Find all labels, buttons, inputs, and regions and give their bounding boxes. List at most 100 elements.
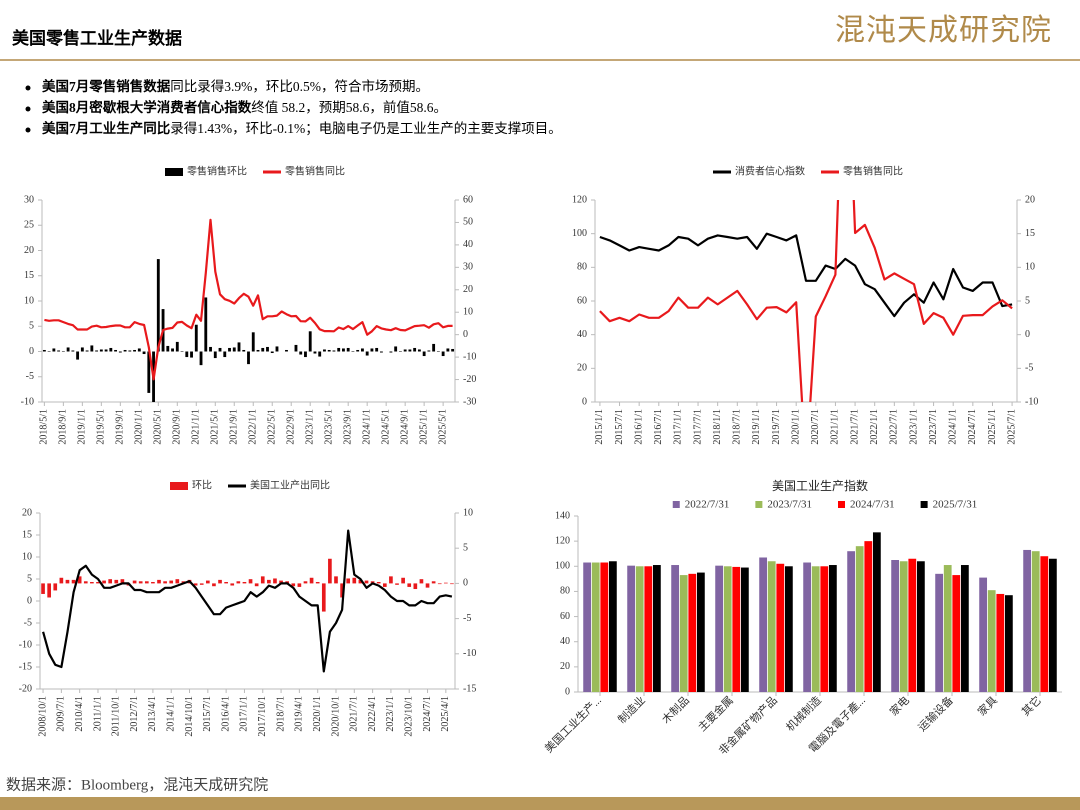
- y-tick-label: 20: [560, 661, 570, 672]
- bar: [899, 561, 908, 692]
- x-tick-label: 2022/1/1: [869, 409, 880, 445]
- bar: [99, 349, 103, 352]
- x-tick-label: 美国工业生产...: [542, 693, 605, 756]
- bar: [337, 347, 341, 352]
- x-tick-label: 2019/1/1: [751, 409, 762, 445]
- bar: [935, 573, 944, 692]
- y2-tick-label: -5: [463, 613, 471, 624]
- bar: [96, 581, 100, 584]
- x-tick-label: 2021/1/1: [830, 409, 841, 445]
- x-tick-label: 2017/1/1: [673, 409, 684, 445]
- bar: [395, 583, 399, 585]
- bar: [313, 351, 317, 354]
- bar: [996, 593, 1005, 692]
- bullet: 美国7月零售销售数据同比录得3.9%，环比0.5%，符合市场预期。: [42, 78, 429, 94]
- bar: [820, 566, 829, 692]
- bar: [346, 578, 351, 584]
- y2-tick-label: -5: [1025, 363, 1033, 374]
- bar: [591, 562, 600, 692]
- bar: [175, 341, 179, 352]
- y2-tick-label: 60: [463, 194, 473, 205]
- x-tick-label: 2022/5/1: [267, 409, 278, 445]
- legend-label: 零售销售环比: [187, 164, 247, 177]
- bar: [83, 581, 88, 584]
- x-tick-label: 2018/7/1: [732, 409, 743, 445]
- bar: [422, 351, 426, 357]
- bullet-text: 同比录得3.9%，环比0.5%，符合市场预期。: [170, 78, 429, 94]
- bar: [444, 582, 448, 584]
- bar: [260, 576, 265, 584]
- bar: [776, 563, 785, 692]
- y-tick-label: 10: [24, 295, 34, 306]
- bar: [237, 342, 241, 352]
- bar: [47, 350, 51, 352]
- x-tick-label: 2020/5/1: [153, 409, 164, 445]
- bullet-bold: 美国8月密歇根大学消费者信心指数: [42, 99, 252, 115]
- bullet: 美国8月密歇根大学消费者信心指数终值 58.2，预期58.6，前值58.6。: [42, 99, 447, 115]
- bullet-dot: [25, 127, 31, 133]
- bar: [979, 577, 988, 692]
- bar: [1023, 549, 1032, 692]
- y2-tick-label: 10: [1025, 262, 1035, 273]
- x-tick-label: 2008/10/1: [37, 696, 48, 737]
- x-tick-label: 2025/1/1: [418, 409, 429, 445]
- bar: [361, 348, 364, 352]
- x-tick-label: 2011/10/1: [111, 696, 122, 736]
- x-tick-label: 2015/1/1: [594, 409, 605, 445]
- legend-swatch: [838, 501, 845, 508]
- x-tick-label: 2020/10/1: [330, 696, 341, 737]
- bar: [256, 349, 260, 352]
- y-tick-label: 5: [27, 573, 32, 584]
- bar: [102, 580, 106, 584]
- x-tick-label: 2021/1/1: [191, 409, 202, 445]
- bar: [76, 351, 80, 360]
- chart-title: 美国工业生产指数: [772, 478, 868, 493]
- bar: [315, 581, 320, 584]
- source: 数据来源：Bloomberg，混沌天成研究院: [6, 775, 268, 793]
- y-tick-label: 80: [577, 262, 587, 273]
- bar: [71, 350, 75, 352]
- bar: [1048, 558, 1057, 692]
- bar: [95, 350, 99, 352]
- bar: [209, 346, 212, 352]
- x-tick-label: 机械制造: [783, 693, 824, 734]
- y-tick-label: -10: [19, 639, 32, 650]
- bar: [267, 579, 271, 584]
- bar: [644, 566, 653, 692]
- bar: [138, 581, 143, 584]
- bar: [364, 580, 369, 584]
- bar: [365, 351, 369, 356]
- bar: [328, 558, 332, 584]
- y2-tick-label: 10: [463, 507, 473, 518]
- bar: [303, 581, 308, 584]
- bar: [1031, 551, 1040, 692]
- y-tick-label: 25: [24, 220, 34, 231]
- y-tick-label: 10: [22, 551, 32, 562]
- x-tick-label: 2021/7/1: [849, 409, 860, 445]
- legend-label: 2024/7/31: [850, 499, 895, 511]
- bar: [419, 579, 424, 584]
- bar: [163, 581, 167, 584]
- bar: [242, 581, 247, 584]
- bar: [608, 561, 617, 692]
- bar: [108, 579, 113, 584]
- legend-label: 2023/7/31: [767, 499, 812, 511]
- bar: [960, 565, 969, 692]
- bar: [232, 347, 236, 352]
- legend-swatch: [755, 501, 763, 508]
- x-tick-label: 2025/4/1: [440, 696, 451, 732]
- y-tick-label: -15: [19, 661, 32, 672]
- x-tick-label: 2018/7/1: [275, 696, 286, 732]
- y-tick-label: 60: [577, 295, 587, 306]
- bar: [432, 343, 436, 352]
- bar: [446, 348, 450, 352]
- bar: [59, 577, 64, 584]
- bar: [1004, 595, 1013, 692]
- bar: [251, 332, 255, 352]
- bar: [297, 583, 302, 587]
- bar: [407, 583, 412, 587]
- x-tick-label: 2016/4/1: [220, 696, 231, 732]
- bar: [123, 349, 127, 352]
- y-tick-label: 0: [565, 686, 570, 697]
